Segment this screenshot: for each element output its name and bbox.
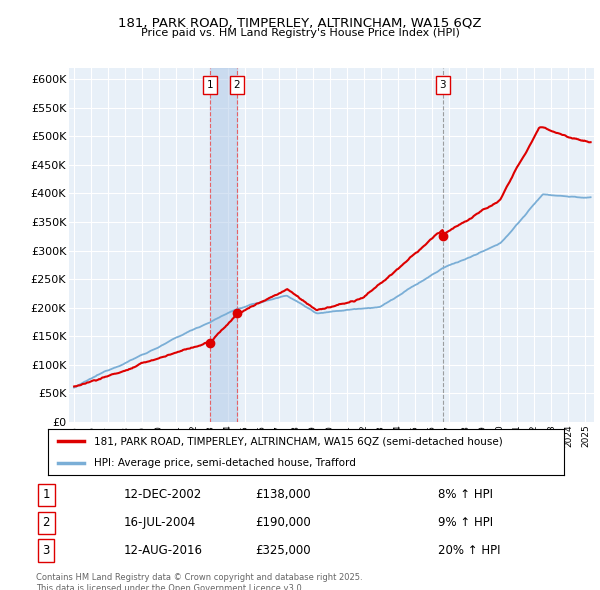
Text: 8% ↑ HPI: 8% ↑ HPI [438, 489, 493, 502]
Text: HPI: Average price, semi-detached house, Trafford: HPI: Average price, semi-detached house,… [94, 457, 356, 467]
Text: 16-JUL-2004: 16-JUL-2004 [124, 516, 196, 529]
Text: 3: 3 [439, 80, 446, 90]
Bar [210, 68, 237, 422]
Text: Price paid vs. HM Land Registry's House Price Index (HPI): Price paid vs. HM Land Registry's House … [140, 28, 460, 38]
Text: 9% ↑ HPI: 9% ↑ HPI [438, 516, 493, 529]
Text: 12-AUG-2016: 12-AUG-2016 [124, 544, 202, 557]
Text: 12-DEC-2002: 12-DEC-2002 [124, 489, 202, 502]
Text: £190,000: £190,000 [255, 516, 311, 529]
Text: 3: 3 [43, 544, 50, 557]
Text: 2: 2 [43, 516, 50, 529]
Text: 181, PARK ROAD, TIMPERLEY, ALTRINCHAM, WA15 6QZ (semi-detached house): 181, PARK ROAD, TIMPERLEY, ALTRINCHAM, W… [94, 437, 503, 447]
Text: £325,000: £325,000 [256, 544, 311, 557]
Text: 1: 1 [43, 489, 50, 502]
Text: £138,000: £138,000 [256, 489, 311, 502]
Text: 2: 2 [233, 80, 240, 90]
Text: 1: 1 [206, 80, 213, 90]
Text: Contains HM Land Registry data © Crown copyright and database right 2025.
This d: Contains HM Land Registry data © Crown c… [36, 573, 362, 590]
Text: 20% ↑ HPI: 20% ↑ HPI [438, 544, 500, 557]
Text: 181, PARK ROAD, TIMPERLEY, ALTRINCHAM, WA15 6QZ: 181, PARK ROAD, TIMPERLEY, ALTRINCHAM, W… [118, 17, 482, 30]
